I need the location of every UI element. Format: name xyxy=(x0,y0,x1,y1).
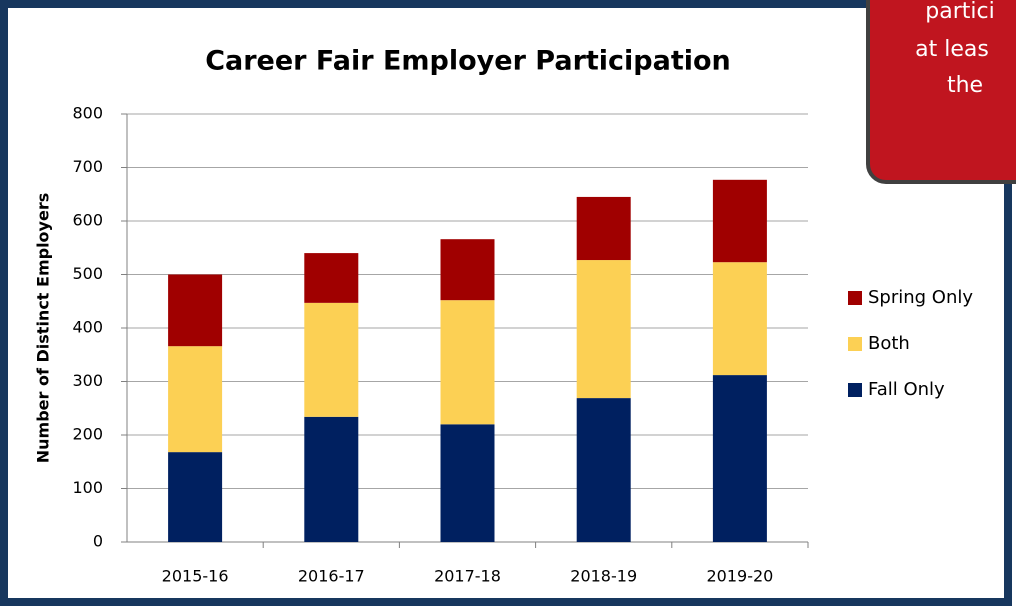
y-tick-label: 0 xyxy=(93,532,103,551)
bar-segment xyxy=(712,262,767,376)
bar-segment xyxy=(168,346,223,453)
y-tick-label: 700 xyxy=(72,157,103,176)
bar-segment xyxy=(304,302,359,417)
callout-text: partici xyxy=(925,0,994,24)
bar-segment xyxy=(712,375,767,542)
y-tick-label: 100 xyxy=(72,478,103,497)
callout-box xyxy=(866,0,1016,184)
bar-segment xyxy=(440,239,495,301)
x-tick-label: 2017-18 xyxy=(434,567,501,586)
y-tick-label: 500 xyxy=(72,264,103,283)
y-tick-label: 600 xyxy=(72,211,103,230)
y-tick-label: 400 xyxy=(72,318,103,337)
legend-label: Fall Only xyxy=(868,379,945,400)
bar-segment xyxy=(712,179,767,263)
chart-title: Career Fair Employer Participation xyxy=(205,46,731,77)
legend-swatch xyxy=(848,337,862,351)
bar-segment xyxy=(576,196,631,261)
bar-segment xyxy=(440,424,495,542)
bar-segment xyxy=(304,416,359,542)
y-tick-label: 800 xyxy=(72,104,103,123)
y-tick-label: 200 xyxy=(72,425,103,444)
y-tick-label: 300 xyxy=(72,371,103,390)
bar-segment xyxy=(304,253,359,303)
bar-segment xyxy=(168,452,223,542)
x-tick-label: 2019-20 xyxy=(706,567,773,586)
legend-swatch xyxy=(848,383,862,397)
callout-text: at leas xyxy=(915,37,989,62)
legend-swatch xyxy=(848,291,862,305)
bar-segment xyxy=(576,398,631,542)
legend-label: Both xyxy=(868,333,910,354)
callout-text: the xyxy=(947,73,983,98)
legend-label: Spring Only xyxy=(868,287,973,308)
bar-segment xyxy=(440,300,495,425)
callout: partici at leas the xyxy=(866,0,1016,184)
bar-segment xyxy=(576,260,631,399)
bar-segment xyxy=(168,274,223,347)
x-tick-label: 2015-16 xyxy=(162,567,229,586)
x-tick-label: 2016-17 xyxy=(298,567,365,586)
x-tick-label: 2018-19 xyxy=(570,567,637,586)
y-axis-label: Number of Distinct Employers xyxy=(34,193,53,463)
